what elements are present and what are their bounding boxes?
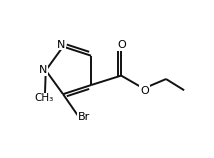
Text: O: O bbox=[140, 86, 149, 96]
Text: N: N bbox=[39, 65, 47, 75]
Text: O: O bbox=[117, 40, 126, 50]
Text: N: N bbox=[57, 40, 65, 49]
Text: CH₃: CH₃ bbox=[34, 94, 54, 103]
Text: Br: Br bbox=[78, 112, 90, 122]
